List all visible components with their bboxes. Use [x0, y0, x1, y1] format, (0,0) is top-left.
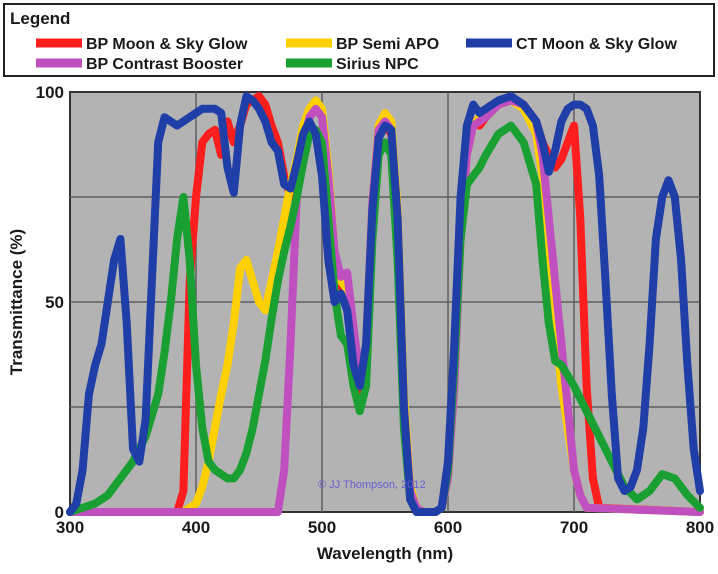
x-tick-label: 300: [56, 518, 84, 537]
series-line-ct-moon-sky-glow: [66, 92, 704, 516]
series-group: [66, 92, 704, 516]
x-axis-label: Wavelength (nm): [317, 544, 453, 563]
x-tick-label: 600: [434, 518, 462, 537]
y-tick-label: 100: [36, 83, 64, 102]
x-axis-ticks: 300 400 500 600 700 800: [56, 518, 714, 537]
legend-label-sirius-npc: Sirius NPC: [336, 56, 419, 73]
legend-box: [3, 3, 715, 77]
legend-label-bp-moon-sky-glow: BP Moon & Sky Glow: [86, 36, 248, 53]
y-tick-label: 50: [45, 293, 64, 312]
x-tick-label: 700: [560, 518, 588, 537]
x-tick-label: 800: [686, 518, 714, 537]
legend-label-bp-semi-apo: BP Semi APO: [336, 36, 439, 53]
series-line-sirius-npc: [66, 121, 704, 516]
legend-label-bp-contrast-booster: BP Contrast Booster: [86, 56, 243, 73]
x-tick-label: 400: [182, 518, 210, 537]
x-tick-label: 500: [308, 518, 336, 537]
legend-label-ct-moon-sky-glow: CT Moon & Sky Glow: [516, 36, 677, 53]
legend-title: Legend: [10, 9, 70, 28]
legend: Legend BP Moon & Sky Glow BP Semi APO CT…: [3, 3, 715, 77]
y-axis-ticks: 0 50 100: [36, 83, 64, 522]
y-tick-label: 0: [55, 503, 64, 522]
copyright-annotation: © JJ Thompson, 2012: [318, 479, 426, 491]
y-axis-label: Transmittance (%): [7, 229, 26, 375]
